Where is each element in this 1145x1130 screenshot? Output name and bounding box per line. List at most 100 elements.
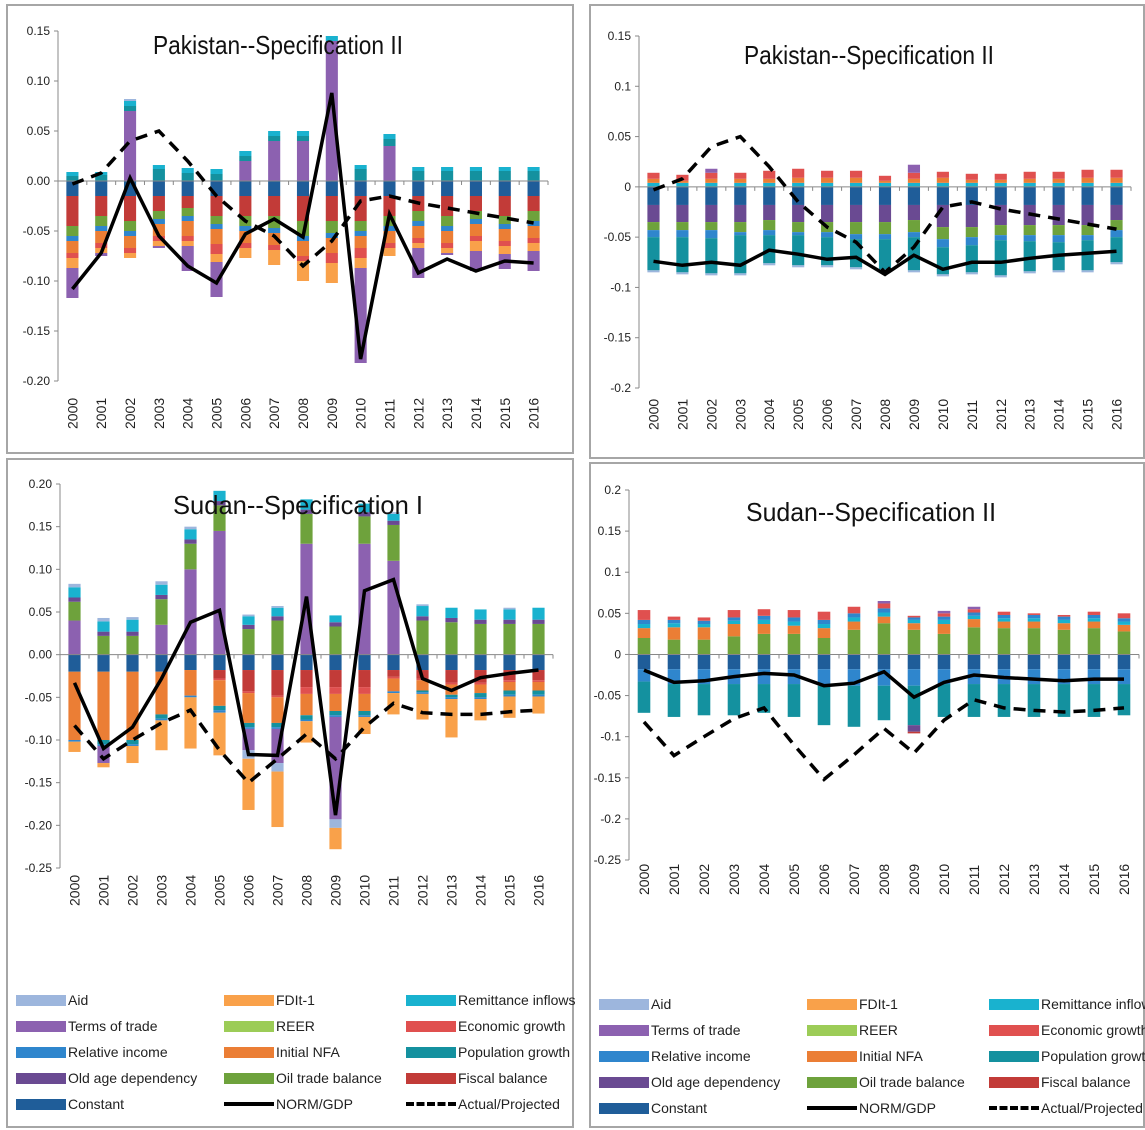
legend-item: Oil trade balance — [807, 1072, 965, 1092]
bar-segment-initial-nfa — [97, 671, 110, 740]
bar-segment-oil-trade-balance — [647, 222, 660, 231]
x-tick-label: 2000 — [64, 398, 80, 429]
legend-item: Aid — [599, 994, 671, 1014]
legend-swatch — [807, 998, 857, 1010]
x-tick-label: 2009 — [324, 398, 340, 429]
legend-item: NORM/GDP — [807, 1098, 936, 1118]
bar-segment-economic-growth — [757, 609, 771, 616]
x-tick-label: 2008 — [876, 864, 892, 895]
bar-segment-constant — [213, 654, 226, 671]
x-tick-label: 2016 — [526, 398, 542, 429]
bar-segment-remittance-inflows — [1117, 621, 1131, 625]
legend-swatch — [807, 1076, 857, 1088]
bar-segment-remittance-inflows — [325, 36, 338, 41]
bar-segment-old-age-dependency — [907, 204, 921, 221]
bar-segment-relative-income — [907, 232, 921, 238]
bar-segment-relative-income — [126, 744, 139, 746]
x-tick-label: 2012 — [996, 864, 1012, 895]
bar-segment-oil-trade-balance — [503, 623, 516, 655]
bar-segment-remittance-inflows — [997, 618, 1011, 622]
bar-segment-oil-trade-balance — [697, 639, 711, 655]
bar-segment-initial-nfa — [527, 226, 540, 238]
legend-label: FDIt-1 — [276, 992, 315, 1008]
bar-segment-aid — [994, 275, 1007, 278]
bar-segment-population-growth — [445, 694, 458, 698]
bar-segment-remittance-inflows — [847, 617, 861, 622]
bar-segment-economic-growth — [469, 236, 482, 241]
legend-item: Terms of trade — [599, 1020, 740, 1040]
bar-segment-relative-income — [181, 216, 194, 221]
legend-swatch — [599, 1076, 649, 1088]
bar-segment-aid — [936, 274, 949, 277]
bar-segment-oil-trade-balance — [358, 516, 371, 544]
legend-swatch — [599, 1050, 649, 1062]
bar-segment-initial-nfa — [329, 693, 342, 711]
x-tick-label: 2001 — [666, 864, 682, 895]
bar-segment-remittance-inflows — [697, 624, 711, 628]
bar-segment-oil-trade-balance — [965, 227, 978, 238]
bar-segment-economic-growth — [239, 243, 252, 248]
bar-segment-fdit-1 — [181, 241, 194, 246]
bar-segment-population-growth — [967, 684, 981, 717]
bar-segment-remittance-inflows — [498, 167, 511, 171]
y-tick-label: 0 — [624, 180, 631, 194]
bar-segment-fdit-1 — [239, 248, 252, 258]
bar-segment-oil-trade-balance — [1117, 631, 1131, 655]
chart-title: Sudan--Specification II — [746, 497, 996, 527]
x-tick-label: 2015 — [497, 398, 513, 429]
bar-segment-old-age-dependency — [878, 204, 892, 223]
bar-segment-remittance-inflows — [503, 609, 516, 620]
x-tick-label: 2002 — [703, 399, 719, 430]
legend-swatch — [807, 1024, 857, 1036]
bar-segment-old-age-dependency — [821, 204, 834, 223]
bar-segment-relative-income — [787, 617, 801, 622]
bar-segment-population-growth — [647, 237, 660, 271]
bar-segment-constant — [242, 654, 255, 671]
legend-swatch — [406, 1046, 456, 1058]
bar-segment-oil-trade-balance — [152, 211, 165, 219]
y-tick-label: 0.15 — [29, 520, 53, 534]
x-tick-label: 2000 — [636, 864, 652, 895]
y-tick-label: -0.20 — [23, 374, 51, 388]
bar-segment-constant — [1110, 186, 1123, 205]
bar-segment-initial-nfa — [937, 624, 951, 634]
bar-segment-economic-growth — [358, 687, 371, 694]
bar-segment-fiscal-balance — [152, 196, 165, 211]
bar-segment-oil-trade-balance — [412, 211, 425, 221]
bar-segment-relative-income — [1052, 235, 1065, 243]
y-tick-label: 0.15 — [598, 524, 622, 538]
bar-segment-relative-income — [474, 697, 487, 700]
bar-segment-aid — [387, 512, 400, 514]
bar-segment-constant — [271, 654, 284, 671]
bar-segment-fdit-1 — [213, 712, 226, 756]
bar-segment-economic-growth — [95, 243, 108, 248]
bar-segment-remittance-inflows — [474, 609, 487, 620]
bar-segment-population-growth — [697, 684, 711, 716]
bar-segment-economic-growth — [268, 245, 281, 250]
bar-segment-remittance-inflows — [877, 612, 891, 617]
bar-segment-oil-trade-balance — [849, 222, 863, 235]
x-tick-label: 2011 — [964, 400, 980, 430]
bar-segment-population-growth — [821, 237, 834, 266]
legend-swatch — [16, 1020, 66, 1032]
x-tick-label: 2003 — [732, 399, 748, 430]
bar-segment-relative-income — [184, 695, 197, 698]
bar-segment-initial-nfa — [1023, 178, 1036, 183]
bar-segment-relative-income — [849, 234, 863, 240]
bar-segment-economic-growth — [849, 170, 863, 178]
bar-segment-constant — [997, 654, 1011, 670]
bar-segment-terms-of-trade — [387, 560, 400, 655]
bar-segment-relative-income — [647, 230, 660, 238]
bar-segment-relative-income — [817, 669, 831, 686]
bar-segment-constant — [181, 181, 194, 196]
legend-label: Initial NFA — [276, 1044, 340, 1060]
bar-segment-aid — [705, 273, 718, 276]
bar-segment-remittance-inflows — [967, 615, 981, 620]
bar-segment-economic-growth — [383, 243, 396, 248]
bar-segment-constant — [676, 186, 689, 205]
norm-gdp-line — [71, 92, 534, 360]
bar-segment-remittance-inflows — [213, 490, 226, 502]
bar-segment-population-growth — [474, 693, 487, 698]
bar-segment-population-growth — [97, 740, 110, 745]
bar-segment-fdit-1 — [503, 696, 516, 718]
